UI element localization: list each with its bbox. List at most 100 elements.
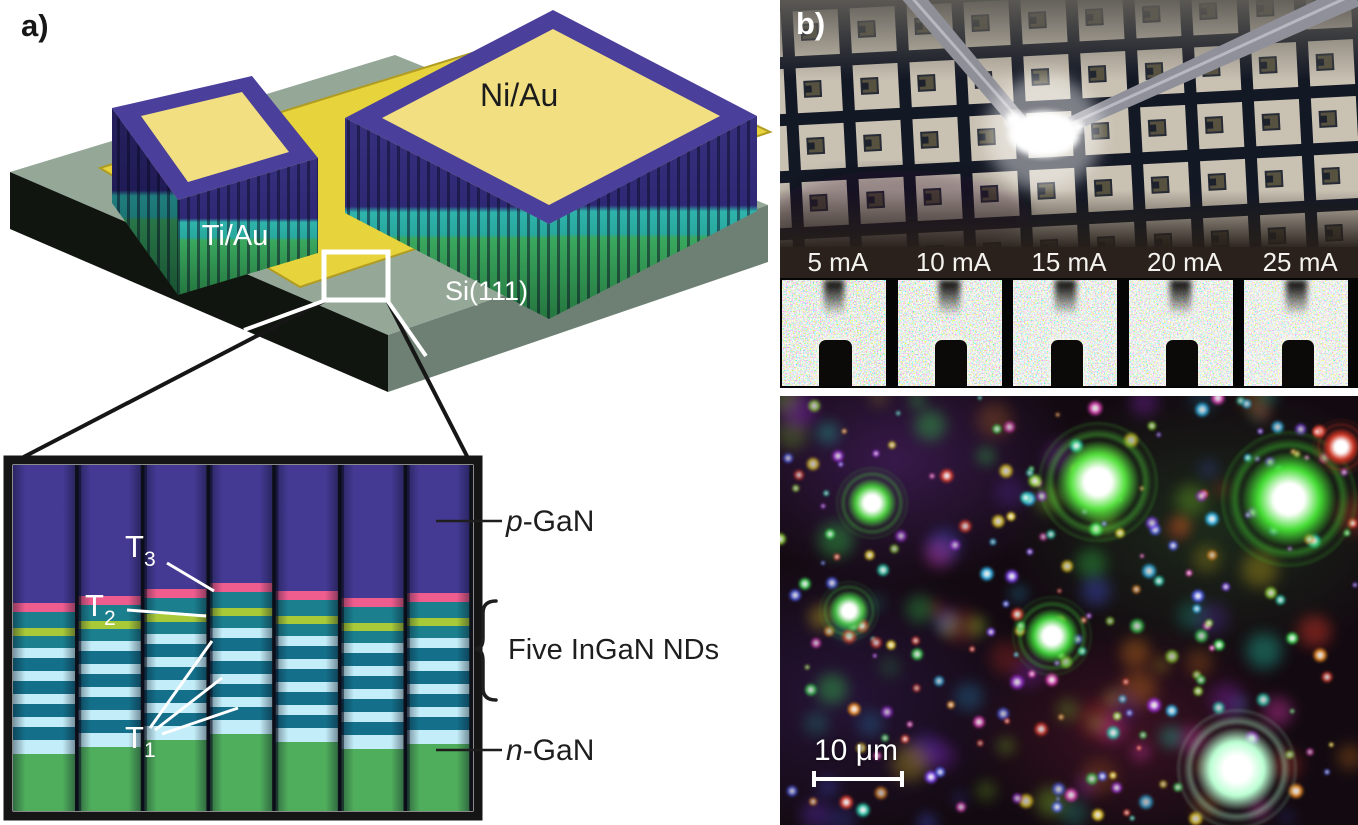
bokeh-dot <box>900 590 939 628</box>
bokeh-dot <box>909 404 951 446</box>
bokeh-dot <box>873 785 889 801</box>
el-image-15ma <box>1013 280 1118 386</box>
el-image-20ma <box>1128 280 1233 386</box>
bokeh-dot <box>1060 559 1075 573</box>
bokeh-dot <box>1125 396 1164 422</box>
bokeh-dot <box>1109 781 1124 795</box>
probe-shadow <box>1054 280 1076 317</box>
bokeh-dot <box>1158 779 1168 789</box>
bokeh-dot <box>1274 594 1287 606</box>
bokeh-dot <box>946 700 956 710</box>
highlight-box <box>321 249 391 303</box>
label-n-gan: n-GaN <box>506 734 594 767</box>
bokeh-dot <box>819 502 826 509</box>
bokeh-dot <box>997 463 1014 480</box>
t1-leader-line <box>161 706 239 736</box>
label-ti-au: Ti/Au <box>202 220 269 252</box>
bokeh-dot <box>855 742 868 755</box>
el-contact-notch <box>1166 340 1199 386</box>
bokeh-dot <box>1131 584 1141 595</box>
bokeh-dot <box>1086 399 1104 417</box>
bokeh-dot <box>811 668 854 711</box>
bokeh-dot <box>1194 489 1208 503</box>
bokeh-dot <box>1122 808 1131 818</box>
bokeh-dot <box>1298 612 1338 653</box>
bokeh-dot <box>1052 694 1084 726</box>
bokeh-dot <box>929 604 962 637</box>
bokeh-dot <box>780 532 788 547</box>
bokeh-dot <box>936 601 985 651</box>
bokeh-dot <box>1085 612 1093 620</box>
bokeh-dot <box>977 396 983 401</box>
bokeh-dot <box>1050 800 1064 814</box>
label-t1: T1 <box>125 720 156 762</box>
mesa-main-block <box>345 10 757 319</box>
bokeh-dot <box>935 610 964 640</box>
bokeh-dot <box>782 452 794 464</box>
bokeh-dot <box>1125 709 1134 718</box>
bokeh-dot <box>1305 747 1315 757</box>
bokeh-dot <box>995 706 1011 722</box>
bokeh-dot <box>803 682 818 697</box>
bokeh-dot <box>1206 549 1219 561</box>
bokeh-dot <box>1193 627 1209 644</box>
bokeh-dot <box>1239 626 1289 676</box>
niau-top-face <box>382 29 720 205</box>
label-five-ingan-nds: Five InGaN NDs <box>508 634 719 666</box>
bokeh-dot <box>1193 401 1211 419</box>
bokeh-dot <box>991 423 1003 435</box>
bokeh-dot <box>1321 670 1334 684</box>
bokeh-dot <box>819 580 880 641</box>
el-image-row <box>780 278 1358 388</box>
device-photo: b) <box>780 0 1358 247</box>
bokeh-dot <box>822 490 830 497</box>
bokeh-dot <box>1208 644 1216 652</box>
curly-brace <box>474 599 498 702</box>
bokeh-dot <box>1192 685 1204 697</box>
t3-leader-line <box>166 561 215 593</box>
bokeh-dot <box>1190 588 1206 604</box>
probe-shadow <box>1170 280 1192 317</box>
bokeh-dot <box>1085 711 1108 734</box>
label-p-gan: p-GaN <box>505 505 594 538</box>
probe-shadow <box>823 280 845 317</box>
bokeh-dot <box>792 469 805 482</box>
bokeh-dot <box>893 529 908 544</box>
emission-glow <box>986 75 1102 191</box>
current-label-band: 5 mA 10 mA 15 mA 20 mA 25 mA <box>780 247 1358 278</box>
label-substrate: Si(111) <box>445 276 528 306</box>
el-contact-notch <box>935 340 968 386</box>
bokeh-dot <box>1194 455 1222 483</box>
probe-shadow <box>939 280 960 317</box>
current-label: 5 mA <box>807 247 869 277</box>
bokeh-dot <box>1144 515 1160 531</box>
bokeh-dot <box>805 456 821 472</box>
bokeh-dot <box>1240 398 1253 410</box>
bokeh-dot <box>1135 745 1142 752</box>
bokeh-dot <box>1176 709 1297 825</box>
bokeh-dot <box>1070 543 1112 585</box>
bokeh-dot <box>788 588 803 602</box>
scale-bar: 10 μm <box>812 734 904 787</box>
bokeh-dot <box>1101 682 1147 729</box>
bokeh-dot <box>1025 547 1034 556</box>
bokeh-dot <box>885 639 897 651</box>
bokeh-dot <box>910 635 922 646</box>
bokeh-dot <box>807 398 822 414</box>
bokeh-dot <box>1037 421 1158 542</box>
bokeh-dot <box>906 396 928 411</box>
bokeh-dot <box>1161 512 1194 545</box>
bokeh-dot <box>799 706 834 740</box>
bokeh-dot <box>854 802 871 819</box>
bokeh-dot <box>949 676 989 717</box>
bokeh-dot <box>1117 694 1127 704</box>
el-image-10ma <box>897 280 1002 386</box>
bokeh-dot <box>831 448 846 463</box>
bokeh-dot <box>811 416 844 449</box>
bokeh-dot <box>910 647 924 662</box>
el-image-25ma <box>1244 280 1349 386</box>
bokeh-dot <box>824 528 836 541</box>
bokeh-dot <box>876 563 891 577</box>
bokeh-dot <box>1006 581 1031 607</box>
bokeh-dot <box>1204 511 1221 528</box>
